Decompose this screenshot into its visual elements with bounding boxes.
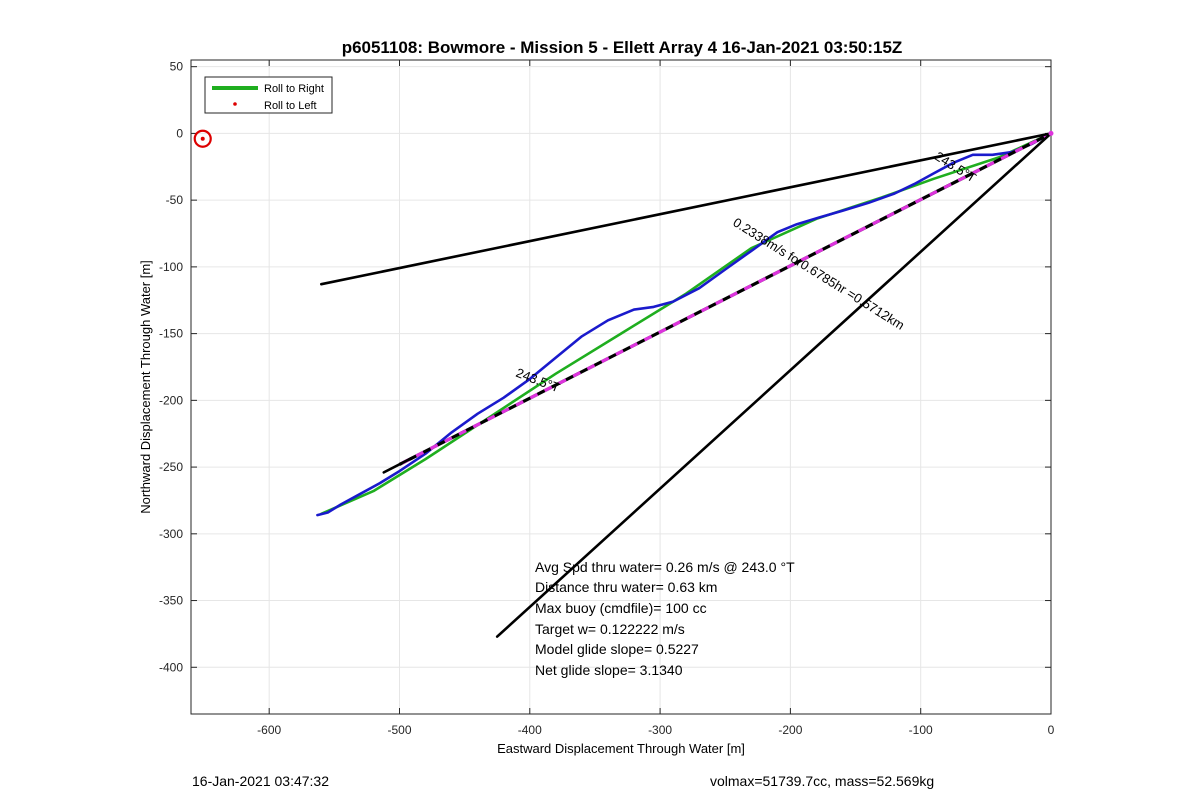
series-track (316, 132, 1053, 517)
stat-target-w: Target w= 0.122222 m/s (535, 621, 685, 637)
y-tick-label: 0 (176, 126, 183, 140)
y-tick-label: -400 (159, 660, 183, 674)
x-tick-label: -400 (518, 723, 542, 737)
x-tick-label: -200 (778, 723, 802, 737)
grid-lines (191, 60, 1052, 714)
y-tick-label: -100 (159, 260, 183, 274)
stat-net-glide-slope: Net glide slope= 3.1340 (535, 662, 683, 678)
stat-max-buoy: Max buoy (cmdfile)= 100 cc (535, 600, 707, 616)
x-tick-label: 0 (1048, 723, 1055, 737)
annotation-label: 0.2338m/s for0.6785hr =0.5712km (730, 215, 907, 333)
origin-point (1048, 130, 1054, 136)
y-tick-label: -200 (159, 393, 183, 407)
legend-label-roll-left: Roll to Left (264, 100, 317, 112)
x-tick-label: -300 (648, 723, 672, 737)
x-axis-label: Eastward Displacement Through Water [m] (497, 741, 745, 756)
x-axis-ticks: -600 -500 -400 -300 -200 -100 0 (257, 60, 1055, 737)
x-tick-label: -600 (257, 723, 281, 737)
start-circle-dot (200, 136, 205, 141)
y-tick-label: -150 (159, 327, 183, 341)
y-tick-label: -300 (159, 527, 183, 541)
x-tick-label: -100 (909, 723, 933, 737)
y-axis-ticks: 50 0 -50 -100 -150 -200 -250 -300 -350 -400 (159, 60, 1051, 674)
series-projected-track-base (398, 131, 1052, 466)
chart-title: p6051108: Bowmore - Mission 5 - Ellett A… (342, 38, 903, 57)
series-black-dash-extension (382, 456, 414, 474)
y-axis-label: Northward Displacement Through Water [m] (138, 260, 153, 514)
footer-timestamp: 16-Jan-2021 03:47:32 (192, 773, 329, 789)
stats-block: Avg Spd thru water= 0.26 m/s @ 243.0 °T … (535, 559, 795, 678)
plot-area-frame (190, 59, 1052, 715)
stat-avg-speed: Avg Spd thru water= 0.26 m/s @ 243.0 °T (535, 559, 795, 575)
y-tick-label: -350 (159, 594, 183, 608)
stat-model-glide-slope: Model glide slope= 0.5227 (535, 641, 699, 657)
y-tick-label: -250 (159, 460, 183, 474)
legend-label-roll-right: Roll to Right (264, 83, 324, 95)
series-layer (193, 129, 1054, 638)
footer-vehicle-params: volmax=51739.7cc, mass=52.569kg (710, 773, 935, 789)
series-heading-line-lower (495, 132, 1053, 638)
start-circle (193, 129, 212, 148)
series-heading-line-upper (319, 132, 1053, 286)
x-tick-label: -500 (387, 723, 411, 737)
legend-swatch-roll-left (233, 102, 237, 106)
series-projected-track (398, 131, 1052, 466)
stat-distance: Distance thru water= 0.63 km (535, 579, 717, 595)
annotation-label: 243.5°T (514, 365, 562, 395)
y-tick-label: 50 (170, 60, 184, 74)
legend-box (204, 76, 333, 114)
y-tick-label: -50 (166, 193, 184, 207)
legend: Roll to Right Roll to Left (204, 76, 333, 114)
